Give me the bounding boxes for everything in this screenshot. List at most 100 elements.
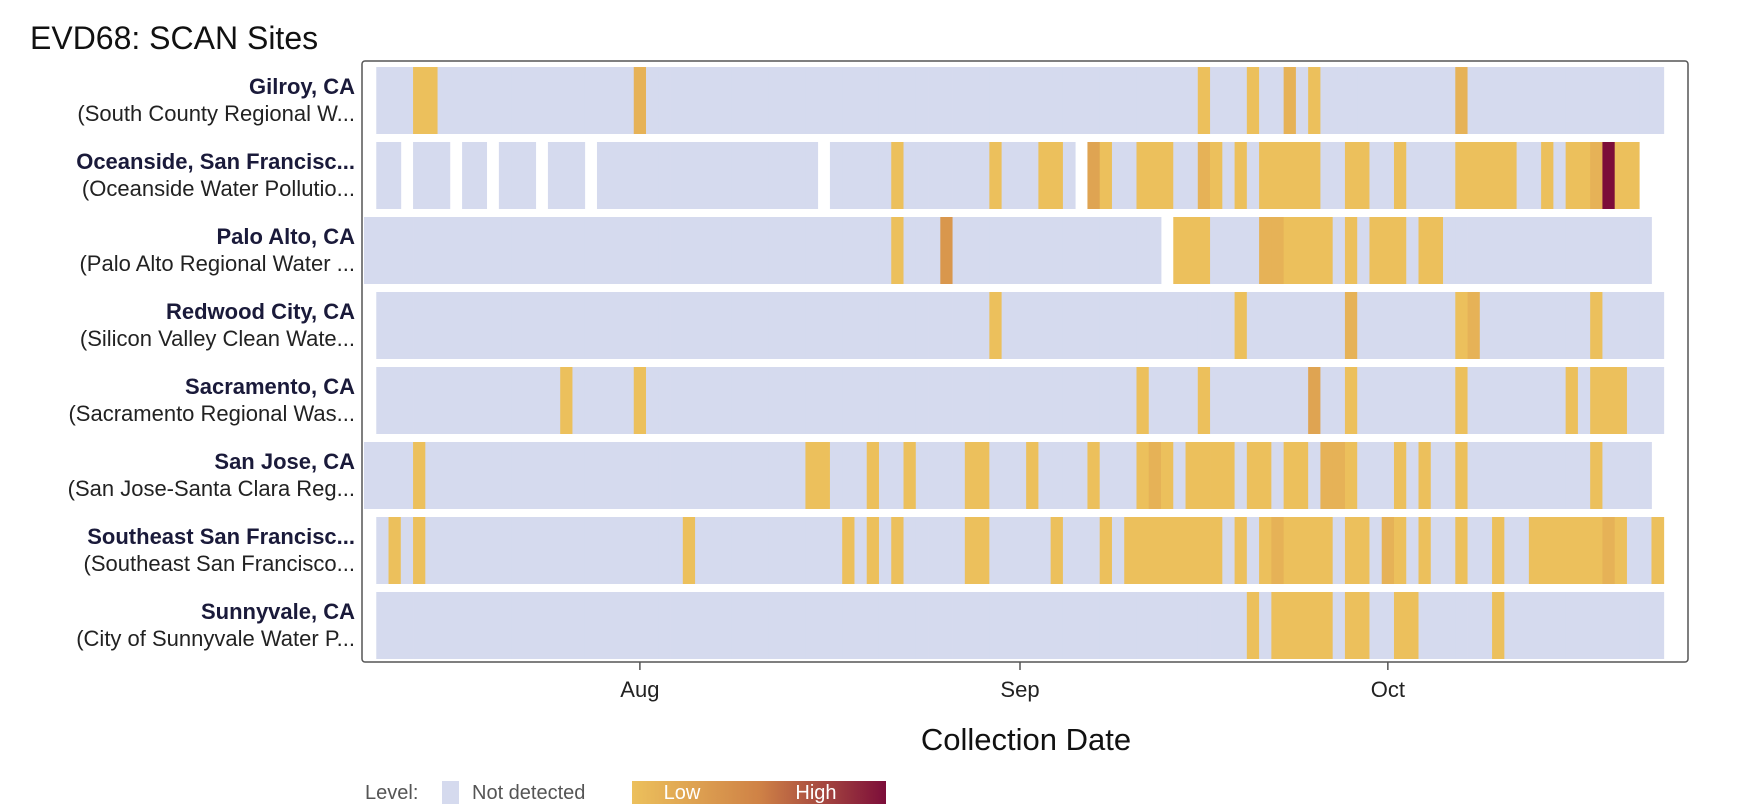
not-detected-cell[interactable] xyxy=(1565,292,1579,359)
not-detected-cell[interactable] xyxy=(1577,367,1591,434)
not-detected-cell[interactable] xyxy=(952,292,966,359)
not-detected-cell[interactable] xyxy=(1246,292,1260,359)
not-detected-cell[interactable] xyxy=(670,592,684,659)
not-detected-cell[interactable] xyxy=(1443,217,1456,284)
not-detected-cell[interactable] xyxy=(744,67,757,134)
not-detected-cell[interactable] xyxy=(707,292,720,359)
not-detected-cell[interactable] xyxy=(560,67,573,134)
not-detected-cell[interactable] xyxy=(695,292,708,359)
not-detected-cell[interactable] xyxy=(1087,217,1101,284)
not-detected-cell[interactable] xyxy=(486,67,500,134)
not-detected-cell[interactable] xyxy=(1222,592,1235,659)
not-detected-cell[interactable] xyxy=(658,442,671,509)
not-detected-cell[interactable] xyxy=(584,367,598,434)
not-detected-cell[interactable] xyxy=(829,67,843,134)
not-detected-cell[interactable] xyxy=(511,592,524,659)
not-detected-cell[interactable] xyxy=(1259,292,1272,359)
not-detected-cell[interactable] xyxy=(1075,517,1088,584)
not-detected-cell[interactable] xyxy=(1553,442,1567,509)
not-detected-cell[interactable] xyxy=(1050,67,1064,134)
not-detected-cell[interactable] xyxy=(462,442,475,509)
not-detected-cell[interactable] xyxy=(376,67,389,134)
detection-cell[interactable] xyxy=(1234,142,1248,209)
not-detected-cell[interactable] xyxy=(413,142,426,209)
not-detected-cell[interactable] xyxy=(400,217,414,284)
not-detected-cell[interactable] xyxy=(535,292,549,359)
not-detected-cell[interactable] xyxy=(1516,592,1530,659)
not-detected-cell[interactable] xyxy=(1626,442,1640,509)
detection-cell[interactable] xyxy=(1161,142,1174,209)
not-detected-cell[interactable] xyxy=(1259,67,1272,134)
not-detected-cell[interactable] xyxy=(1283,367,1297,434)
not-detected-cell[interactable] xyxy=(1553,292,1567,359)
not-detected-cell[interactable] xyxy=(756,367,770,434)
detection-cell[interactable] xyxy=(1271,517,1285,584)
not-detected-cell[interactable] xyxy=(462,142,475,209)
detection-cell[interactable] xyxy=(1467,292,1481,359)
not-detected-cell[interactable] xyxy=(903,67,917,134)
not-detected-cell[interactable] xyxy=(903,517,917,584)
not-detected-cell[interactable] xyxy=(1467,67,1481,134)
not-detected-cell[interactable] xyxy=(1467,592,1481,659)
not-detected-cell[interactable] xyxy=(878,592,892,659)
not-detected-cell[interactable] xyxy=(400,442,414,509)
not-detected-cell[interactable] xyxy=(646,217,659,284)
not-detected-cell[interactable] xyxy=(1577,292,1591,359)
not-detected-cell[interactable] xyxy=(376,592,389,659)
not-detected-cell[interactable] xyxy=(829,517,843,584)
not-detected-cell[interactable] xyxy=(1553,217,1567,284)
not-detected-cell[interactable] xyxy=(437,67,451,134)
not-detected-cell[interactable] xyxy=(1320,292,1334,359)
not-detected-cell[interactable] xyxy=(731,442,745,509)
not-detected-cell[interactable] xyxy=(964,217,978,284)
not-detected-cell[interactable] xyxy=(989,517,1003,584)
not-detected-cell[interactable] xyxy=(1406,517,1419,584)
not-detected-cell[interactable] xyxy=(572,142,586,209)
not-detected-cell[interactable] xyxy=(1577,442,1591,509)
not-detected-cell[interactable] xyxy=(1062,142,1076,209)
detection-cell[interactable] xyxy=(413,442,426,509)
detection-cell[interactable] xyxy=(1492,592,1505,659)
detection-cell[interactable] xyxy=(1161,442,1174,509)
not-detected-cell[interactable] xyxy=(1050,442,1064,509)
not-detected-cell[interactable] xyxy=(1590,217,1603,284)
not-detected-cell[interactable] xyxy=(695,517,708,584)
detection-cell[interactable] xyxy=(1590,292,1603,359)
not-detected-cell[interactable] xyxy=(486,217,500,284)
not-detected-cell[interactable] xyxy=(621,217,635,284)
not-detected-cell[interactable] xyxy=(535,442,549,509)
not-detected-cell[interactable] xyxy=(1455,217,1468,284)
not-detected-cell[interactable] xyxy=(854,592,868,659)
detection-cell[interactable] xyxy=(1197,67,1211,134)
detection-cell[interactable] xyxy=(1185,217,1199,284)
not-detected-cell[interactable] xyxy=(560,292,573,359)
not-detected-cell[interactable] xyxy=(572,367,586,434)
not-detected-cell[interactable] xyxy=(1099,592,1113,659)
not-detected-cell[interactable] xyxy=(719,442,733,509)
not-detected-cell[interactable] xyxy=(1013,217,1027,284)
not-detected-cell[interactable] xyxy=(1210,292,1223,359)
not-detected-cell[interactable] xyxy=(940,592,953,659)
not-detected-cell[interactable] xyxy=(462,292,475,359)
detection-cell[interactable] xyxy=(1406,592,1419,659)
not-detected-cell[interactable] xyxy=(1516,142,1530,209)
not-detected-cell[interactable] xyxy=(1099,67,1113,134)
not-detected-cell[interactable] xyxy=(633,142,647,209)
not-detected-cell[interactable] xyxy=(1528,142,1542,209)
not-detected-cell[interactable] xyxy=(768,367,782,434)
not-detected-cell[interactable] xyxy=(1393,292,1407,359)
not-detected-cell[interactable] xyxy=(609,517,622,584)
not-detected-cell[interactable] xyxy=(596,592,610,659)
detection-cell[interactable] xyxy=(1271,217,1285,284)
not-detected-cell[interactable] xyxy=(1639,592,1652,659)
not-detected-cell[interactable] xyxy=(805,292,819,359)
not-detected-cell[interactable] xyxy=(1173,67,1186,134)
not-detected-cell[interactable] xyxy=(1234,592,1248,659)
detection-cell[interactable] xyxy=(1210,517,1223,584)
not-detected-cell[interactable] xyxy=(462,592,475,659)
not-detected-cell[interactable] xyxy=(1185,142,1199,209)
not-detected-cell[interactable] xyxy=(805,367,819,434)
not-detected-cell[interactable] xyxy=(1504,217,1517,284)
not-detected-cell[interactable] xyxy=(756,292,770,359)
not-detected-cell[interactable] xyxy=(952,142,966,209)
